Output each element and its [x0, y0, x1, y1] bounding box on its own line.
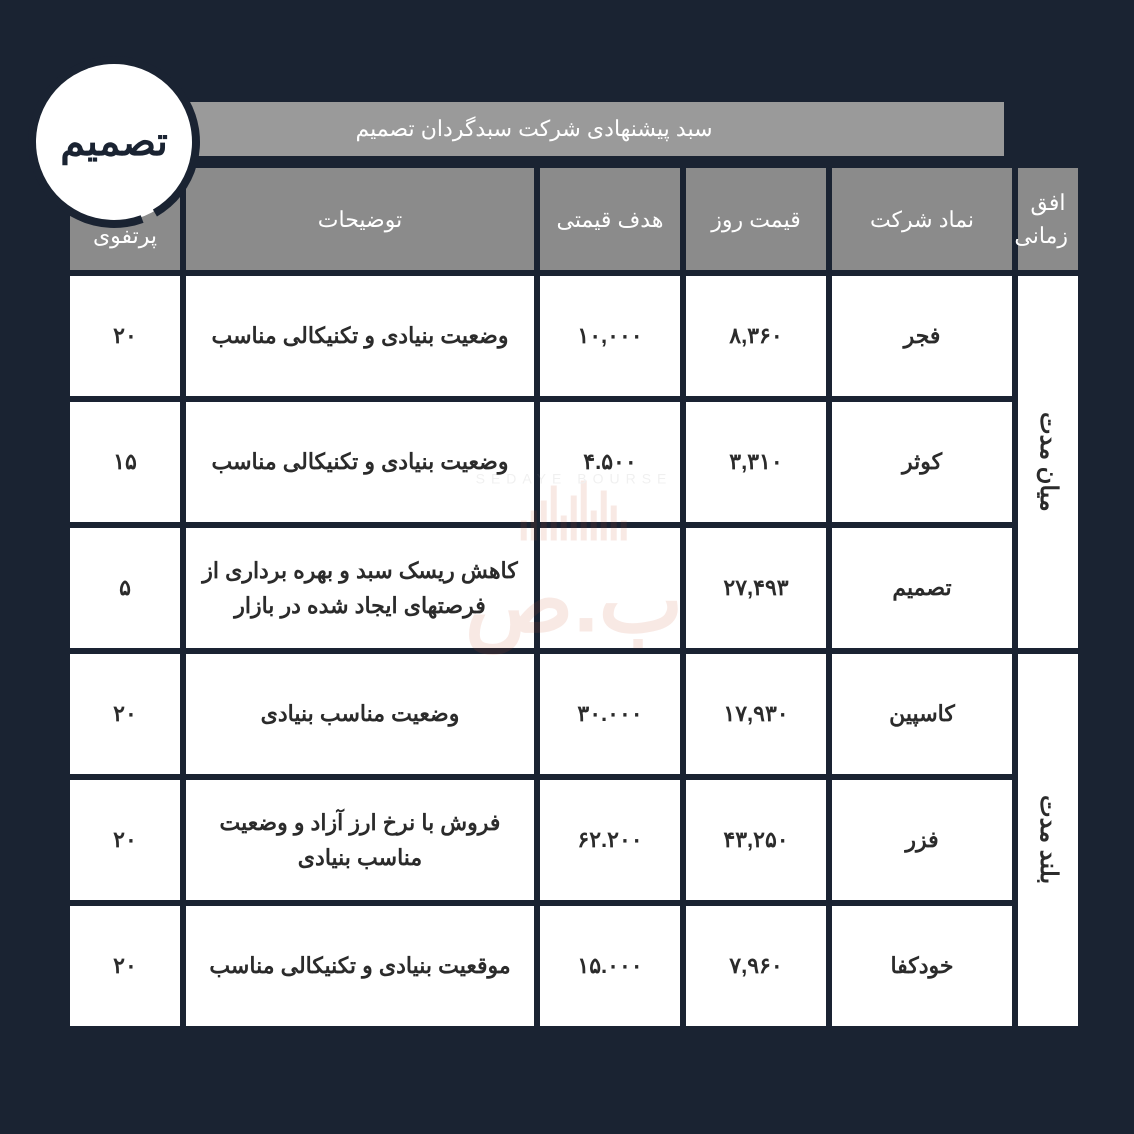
- table-header-row: افق زمانی نماد شرکت قیمت روز هدف قیمتی ت…: [63, 168, 1071, 270]
- symbol-cell: فزر: [825, 780, 1005, 900]
- target-cell: ۳۰.۰۰۰: [533, 654, 673, 774]
- target-cell: ۱۰,۰۰۰: [533, 276, 673, 396]
- table-row: بلند مدت کاسپین ۱۷,۹۳۰ ۳۰.۰۰۰ وضعیت مناس…: [63, 654, 1071, 774]
- col-header-price: قیمت روز: [679, 168, 819, 270]
- symbol-cell: فجر: [825, 276, 1005, 396]
- price-cell: ۴۳,۲۵۰: [679, 780, 819, 900]
- pct-cell: ۱۵: [63, 402, 173, 522]
- symbol-cell: کاسپین: [825, 654, 1005, 774]
- symbol-cell: خودکفا: [825, 906, 1005, 1026]
- card-title: سبد پیشنهادی شرکت سبدگردان تصمیم: [57, 102, 997, 156]
- col-header-symbol: نماد شرکت: [825, 168, 1005, 270]
- horizon-cell: بلند مدت: [1011, 654, 1071, 1026]
- target-cell: ۶۲.۲۰۰: [533, 780, 673, 900]
- price-cell: ۸,۳۶۰: [679, 276, 819, 396]
- pct-cell: ۲۰: [63, 780, 173, 900]
- price-cell: ۳,۳۱۰: [679, 402, 819, 522]
- desc-cell: وضعیت بنیادی و تکنیکالی مناسب: [179, 276, 527, 396]
- table-row: فزر ۴۳,۲۵۰ ۶۲.۲۰۰ فروش با نرخ ارز آزاد و…: [63, 780, 1071, 900]
- logo-text: تصمیم: [53, 119, 161, 165]
- desc-cell: کاهش ریسک سبد و بهره برداری از فرصتهای ا…: [179, 528, 527, 648]
- table-row: تصمیم ۲۷,۴۹۳ کاهش ریسک سبد و بهره برداری…: [63, 528, 1071, 648]
- company-logo: تصمیم: [27, 62, 187, 222]
- pct-cell: ۵: [63, 528, 173, 648]
- pct-cell: ۲۰: [63, 654, 173, 774]
- pct-cell: ۲۰: [63, 906, 173, 1026]
- col-header-desc: توضیحات: [179, 168, 527, 270]
- pct-cell: ۲۰: [63, 276, 173, 396]
- portfolio-table: افق زمانی نماد شرکت قیمت روز هدف قیمتی ت…: [57, 162, 1077, 1032]
- desc-cell: فروش با نرخ ارز آزاد و وضعیت مناسب بنیاد…: [179, 780, 527, 900]
- price-cell: ۲۷,۴۹۳: [679, 528, 819, 648]
- desc-cell: وضعیت بنیادی و تکنیکالی مناسب: [179, 402, 527, 522]
- table-row: میان مدت فجر ۸,۳۶۰ ۱۰,۰۰۰ وضعیت بنیادی و…: [63, 276, 1071, 396]
- target-cell: ۱۵.۰۰۰: [533, 906, 673, 1026]
- horizon-cell: میان مدت: [1011, 276, 1071, 648]
- target-cell: [533, 528, 673, 648]
- table-row: کوثر ۳,۳۱۰ ۴.۵۰۰ وضعیت بنیادی و تکنیکالی…: [63, 402, 1071, 522]
- price-cell: ۷,۹۶۰: [679, 906, 819, 1026]
- desc-cell: وضعیت مناسب بنیادی: [179, 654, 527, 774]
- symbol-cell: تصمیم: [825, 528, 1005, 648]
- col-header-horizon: افق زمانی: [1011, 168, 1071, 270]
- table-row: خودکفا ۷,۹۶۰ ۱۵.۰۰۰ موقعیت بنیادی و تکنی…: [63, 906, 1071, 1026]
- col-header-target: هدف قیمتی: [533, 168, 673, 270]
- portfolio-card: تصمیم سبد پیشنهادی شرکت سبدگردان تصمیم S…: [57, 102, 1077, 1032]
- price-cell: ۱۷,۹۳۰: [679, 654, 819, 774]
- desc-cell: موقعیت بنیادی و تکنیکالی مناسب: [179, 906, 527, 1026]
- target-cell: ۴.۵۰۰: [533, 402, 673, 522]
- symbol-cell: کوثر: [825, 402, 1005, 522]
